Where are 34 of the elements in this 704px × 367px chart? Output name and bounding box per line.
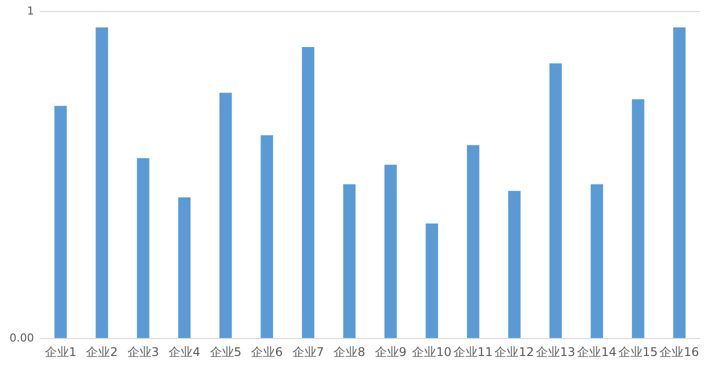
x-tick-label: 企业4 — [168, 345, 200, 359]
x-tick-label: 企业2 — [86, 345, 118, 359]
x-tick-label: 企业12 — [494, 345, 534, 359]
bar — [426, 224, 438, 338]
bar — [590, 184, 604, 338]
bar — [260, 135, 274, 338]
x-tick-label: 企业9 — [374, 345, 406, 359]
x-tick-label: 企业15 — [618, 345, 658, 359]
bar — [219, 92, 232, 338]
x-tick-label: 企业6 — [251, 345, 283, 359]
x-tick-label: 企业14 — [577, 345, 617, 359]
bar — [632, 99, 644, 338]
x-tick-label: 企业3 — [127, 345, 159, 359]
x-tick-label: 企业16 — [660, 345, 700, 359]
bar — [343, 184, 356, 338]
bar — [508, 190, 521, 338]
x-tick-label: 企业13 — [536, 345, 576, 359]
bar — [54, 106, 67, 338]
x-tick-label: 企业11 — [453, 345, 493, 359]
bar — [136, 158, 150, 338]
y-tick-label: 0.00 — [10, 332, 34, 344]
x-tick-label: 企业10 — [412, 345, 452, 359]
bar — [302, 46, 314, 338]
x-tick-label: 企业7 — [292, 345, 324, 359]
bar — [96, 27, 108, 338]
y-tick-label: 1 — [27, 4, 34, 18]
x-tick-label: 企业8 — [334, 345, 366, 359]
bar — [673, 27, 686, 338]
x-tick-label: 企业5 — [210, 345, 242, 359]
bar — [549, 63, 562, 338]
bar — [466, 145, 480, 338]
x-tick-label: 企业1 — [44, 345, 76, 359]
bar — [384, 164, 397, 338]
bar — [178, 197, 191, 338]
